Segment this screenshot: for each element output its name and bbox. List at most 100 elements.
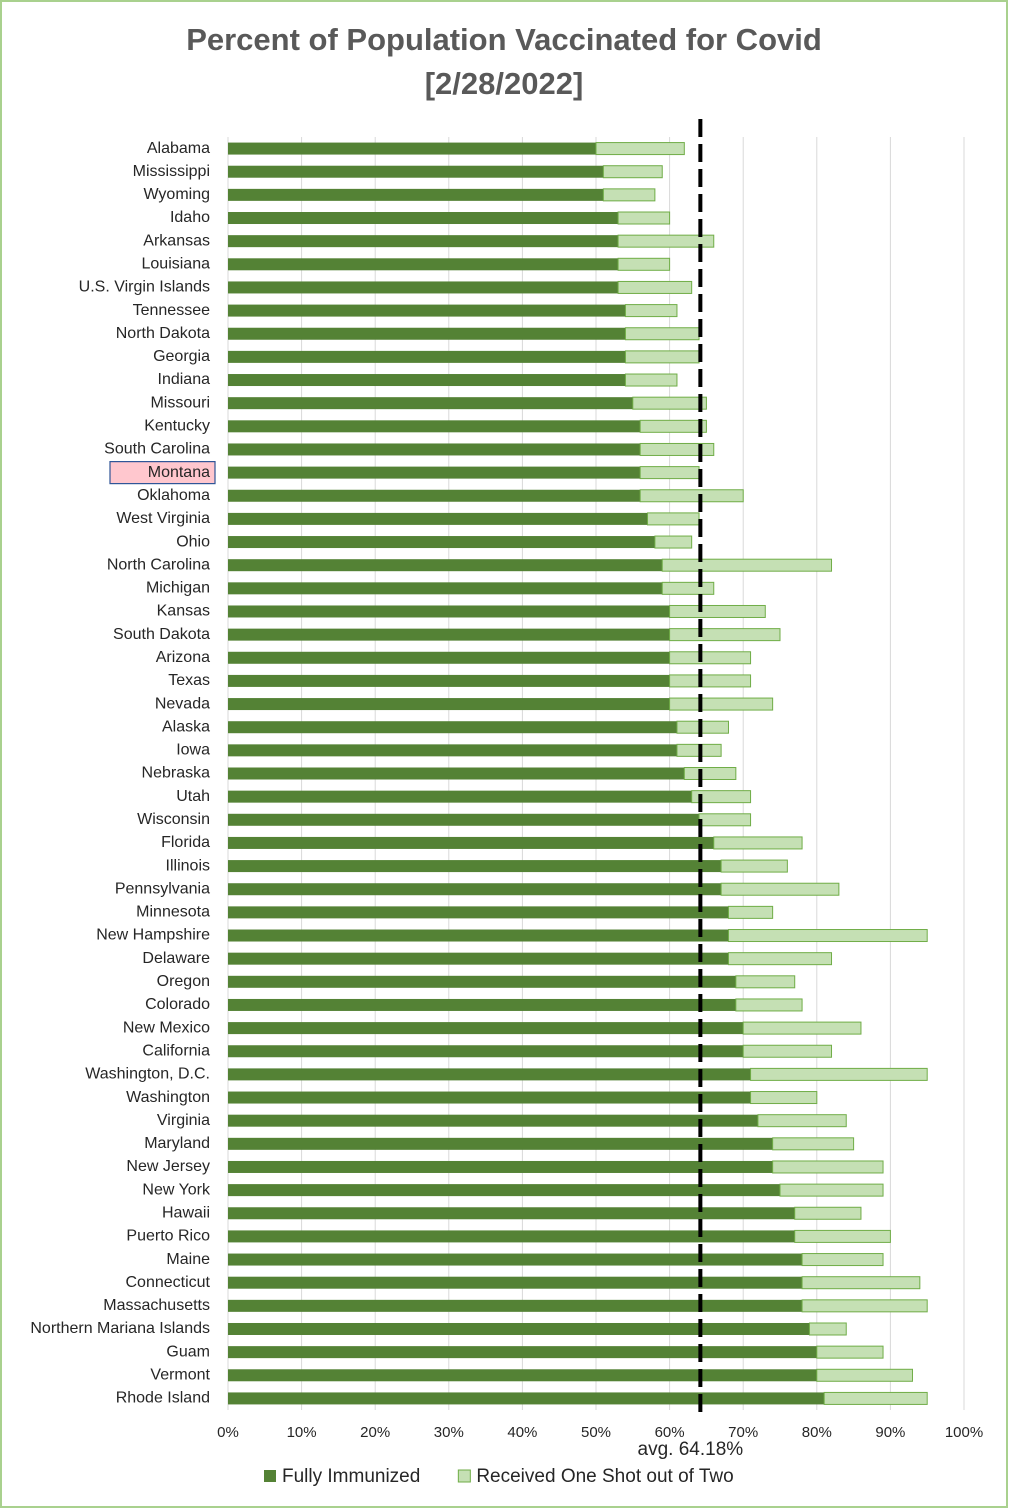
y-tick-label: Oregon — [157, 973, 210, 990]
bar-segment — [228, 304, 626, 317]
bar-segment — [228, 350, 626, 363]
y-tick-label: Illinois — [166, 857, 210, 874]
y-tick-label: Mississippi — [133, 163, 210, 180]
bar-segment — [228, 582, 663, 595]
x-tick-label: 100% — [945, 1424, 983, 1441]
bar-segment — [228, 929, 729, 942]
bar-segment — [669, 651, 752, 665]
legend-label: Fully Immunized — [282, 1466, 420, 1487]
y-tick-label: Arkansas — [143, 232, 210, 249]
bar-segment — [228, 1346, 817, 1359]
legend-swatch — [457, 1469, 471, 1483]
y-tick-label: New Jersey — [126, 1158, 210, 1175]
bar-segment — [228, 1299, 803, 1312]
bar-segment — [661, 558, 833, 572]
y-tick-label: South Dakota — [113, 626, 210, 643]
bar-segment — [228, 258, 619, 271]
bar-segment — [742, 1021, 862, 1035]
bar-segment — [676, 720, 729, 734]
bar-segment — [228, 559, 663, 572]
bar-segment — [228, 512, 648, 525]
legend-label: Received One Shot out of Two — [476, 1466, 733, 1487]
bar-segment — [228, 327, 626, 340]
bar-segment — [228, 1045, 744, 1058]
bar-segment — [624, 373, 678, 387]
bar-segment — [228, 1091, 751, 1104]
bar-segment — [647, 512, 700, 526]
bar-segment — [228, 836, 714, 849]
bar-segment — [801, 1253, 884, 1267]
y-tick-label: Nevada — [155, 695, 210, 712]
bar-segment — [735, 975, 796, 989]
bar-segment — [228, 813, 700, 826]
y-tick-label: Iowa — [176, 742, 210, 759]
bar-segment — [617, 280, 693, 294]
bar-segment — [228, 443, 641, 456]
bar-segment — [669, 697, 774, 711]
bar-segment — [228, 1137, 773, 1150]
y-tick-label: Missouri — [150, 394, 210, 411]
bar-segment — [228, 142, 596, 155]
y-tick-label: Alabama — [147, 140, 210, 157]
y-tick-label: Virginia — [157, 1112, 210, 1129]
x-tick-label: 50% — [581, 1424, 611, 1441]
bar-segment — [750, 1067, 928, 1081]
bar-segment — [661, 581, 715, 595]
y-tick-label: North Dakota — [116, 325, 210, 342]
bar-segment — [228, 790, 692, 803]
bar-segment — [228, 975, 736, 988]
bar-segment — [228, 1322, 810, 1335]
bar-segment — [639, 466, 700, 480]
y-tick-label: Indiana — [158, 371, 211, 388]
bar-segment — [228, 1160, 773, 1173]
y-tick-label: North Carolina — [107, 556, 210, 573]
y-tick-label: Northern Mariana Islands — [30, 1320, 210, 1337]
bar-segment — [772, 1160, 884, 1174]
bar-segment — [727, 952, 833, 966]
bar-segment — [713, 836, 803, 850]
x-tick-label: 40% — [507, 1424, 537, 1441]
bar-segment — [735, 998, 803, 1012]
y-tick-label: Utah — [176, 788, 210, 805]
bar-segment — [669, 604, 766, 618]
bar-segment — [794, 1229, 891, 1243]
y-tick-label: Tennessee — [133, 302, 210, 319]
y-tick-label: Wisconsin — [137, 811, 210, 828]
y-tick-label: Wyoming — [143, 186, 210, 203]
bar-segment — [228, 628, 670, 641]
bar-segment — [228, 489, 641, 502]
x-tick-label: 30% — [434, 1424, 464, 1441]
bar-segment — [228, 281, 619, 294]
bar-segment — [654, 535, 693, 549]
bar-segment — [727, 929, 928, 943]
bar-segment — [228, 998, 736, 1011]
bar-segment — [757, 1114, 847, 1128]
y-tick-label: Colorado — [145, 996, 210, 1013]
bar-segment — [720, 859, 788, 873]
bar-segment — [228, 1068, 751, 1081]
bar-segment — [816, 1345, 884, 1359]
x-tick-label: 80% — [802, 1424, 832, 1441]
bar-segment — [228, 767, 685, 780]
x-tick-label: 70% — [728, 1424, 758, 1441]
bar-segment — [228, 721, 677, 734]
y-tick-label: Maryland — [144, 1135, 210, 1152]
y-tick-label: Rhode Island — [116, 1390, 210, 1407]
bar-segment — [727, 905, 774, 919]
bar-segment — [228, 1369, 817, 1382]
average-label: avg. 64.18% — [638, 1439, 744, 1460]
y-tick-label: Nebraska — [142, 765, 211, 782]
bar-segment — [632, 396, 707, 410]
chart-subtitle: [2/28/2022] — [425, 66, 584, 101]
bar-segment — [228, 1392, 825, 1405]
y-tick-label: Guam — [166, 1343, 210, 1360]
y-tick-label: New York — [142, 1181, 211, 1198]
y-tick-label: South Carolina — [104, 441, 210, 458]
bar-segment — [720, 882, 840, 896]
bar-segment — [228, 235, 619, 248]
bar-segment — [595, 142, 685, 156]
highlight-box — [109, 461, 216, 485]
y-tick-label: Vermont — [150, 1367, 210, 1384]
bar-segment — [669, 628, 781, 642]
y-tick-label: Oklahoma — [137, 487, 210, 504]
